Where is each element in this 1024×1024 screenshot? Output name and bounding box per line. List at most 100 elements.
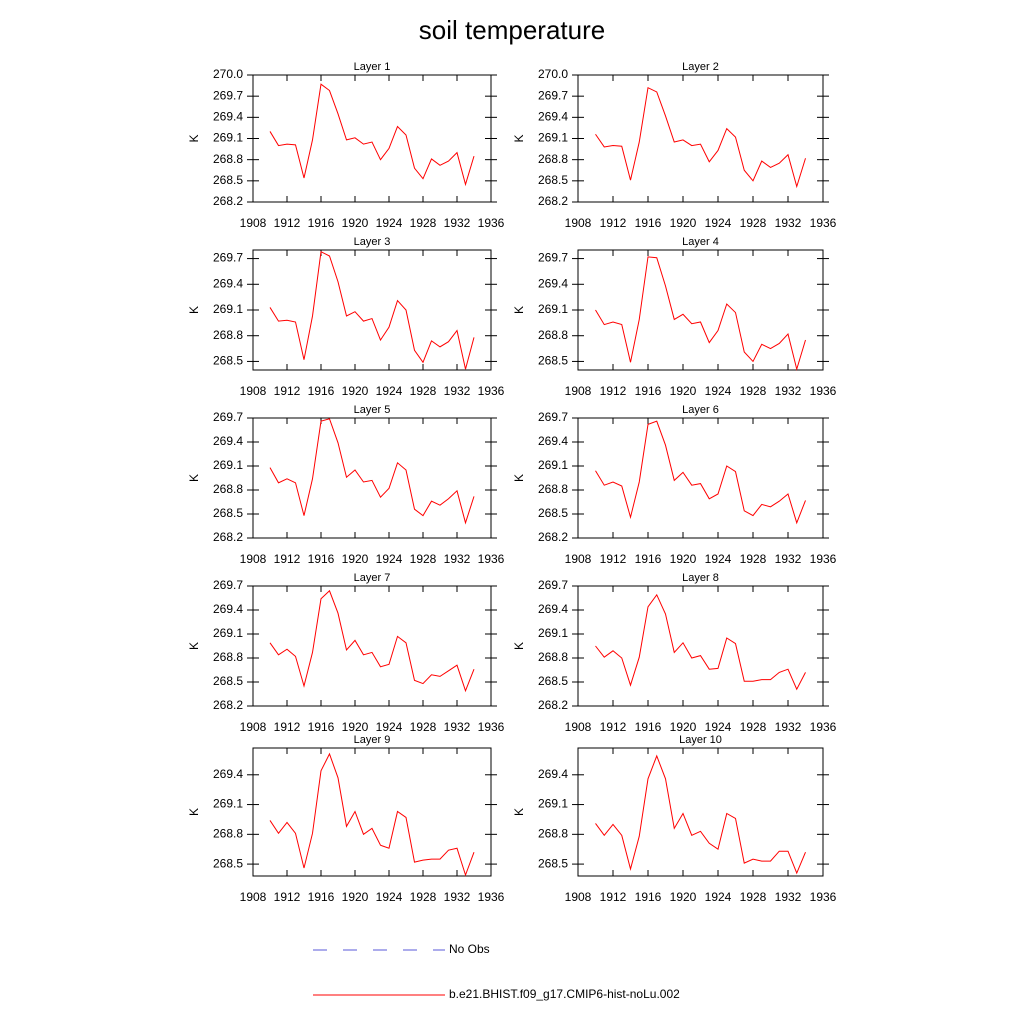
y-tick-label: 268.2	[538, 698, 568, 712]
y-tick-label: 269.7	[538, 88, 568, 102]
y-tick-label: 268.5	[213, 674, 243, 688]
x-tick-label: 1924	[376, 720, 403, 734]
y-tick-label: 269.4	[538, 110, 568, 124]
x-tick-label: 1932	[775, 552, 802, 566]
data-line	[595, 86, 806, 189]
data-line	[595, 420, 806, 525]
y-tick-label: 270.0	[538, 67, 568, 81]
x-tick-label: 1924	[705, 890, 732, 904]
y-tick-label: 268.2	[213, 698, 243, 712]
data-line	[595, 593, 806, 691]
x-tick-label: 1936	[810, 552, 837, 566]
x-tick-label: 1936	[810, 890, 837, 904]
plot-frame	[252, 585, 492, 707]
x-tick-label: 1936	[810, 216, 837, 230]
y-tick-label: 268.5	[213, 354, 243, 368]
panel-title: Layer 4	[682, 236, 719, 248]
x-tick-label: 1912	[600, 890, 627, 904]
y-axis-label: K	[187, 134, 201, 142]
y-tick-label: 269.4	[213, 276, 243, 290]
x-tick-label: 1924	[376, 552, 403, 566]
y-tick-label: 268.5	[538, 354, 568, 368]
y-tick-label: 269.4	[538, 434, 568, 448]
legend-label: b.e21.BHIST.f09_g17.CMIP6-hist-noLu.002	[449, 987, 680, 1001]
y-tick-label: 269.7	[213, 578, 243, 592]
x-tick-label: 1920	[670, 552, 697, 566]
y-tick-label: 269.4	[538, 276, 568, 290]
x-tick-label: 1916	[635, 890, 662, 904]
y-tick-label: 269.1	[538, 797, 568, 811]
y-tick-label: 269.4	[213, 602, 243, 616]
x-tick-label: 1916	[308, 384, 335, 398]
y-tick-label: 268.2	[538, 194, 568, 208]
x-tick-label: 1920	[670, 720, 697, 734]
y-tick-label: 268.2	[213, 530, 243, 544]
y-tick-label: 268.5	[213, 173, 243, 187]
y-tick-label: 268.5	[213, 856, 243, 870]
x-tick-label: 1936	[478, 552, 505, 566]
y-tick-label: 269.1	[213, 302, 243, 316]
x-tick-label: 1916	[635, 384, 662, 398]
x-tick-label: 1924	[376, 384, 403, 398]
x-tick-label: 1932	[775, 384, 802, 398]
y-tick-label: 269.4	[538, 602, 568, 616]
data-line	[595, 256, 806, 372]
y-tick-label: 269.7	[213, 88, 243, 102]
x-tick-label: 1928	[740, 216, 767, 230]
x-tick-label: 1916	[308, 552, 335, 566]
y-axis-label: K	[512, 474, 526, 482]
y-tick-label: 268.8	[538, 826, 568, 840]
y-axis-label: K	[187, 306, 201, 314]
y-tick-label: 268.5	[538, 856, 568, 870]
y-tick-label: 269.7	[538, 251, 568, 265]
plot-frame	[252, 249, 492, 371]
x-tick-label: 1916	[635, 552, 662, 566]
x-tick-label: 1916	[308, 216, 335, 230]
panel-title: Layer 3	[354, 236, 391, 248]
x-tick-label: 1908	[240, 720, 267, 734]
x-tick-label: 1936	[810, 384, 837, 398]
y-tick-label: 268.8	[538, 328, 568, 342]
x-tick-label: 1912	[274, 720, 301, 734]
x-tick-label: 1932	[444, 720, 471, 734]
data-line	[269, 418, 475, 525]
x-tick-label: 1920	[342, 890, 369, 904]
x-tick-label: 1928	[410, 552, 437, 566]
y-tick-label: 268.8	[538, 482, 568, 496]
y-tick-label: 268.2	[213, 194, 243, 208]
x-tick-label: 1932	[775, 890, 802, 904]
y-tick-label: 269.1	[538, 131, 568, 145]
plot-frame	[252, 747, 492, 877]
y-tick-label: 269.4	[538, 767, 568, 781]
x-tick-label: 1908	[565, 216, 592, 230]
x-tick-label: 1908	[565, 384, 592, 398]
y-tick-label: 268.8	[538, 650, 568, 664]
y-tick-label: 269.1	[213, 797, 243, 811]
x-tick-label: 1912	[274, 216, 301, 230]
y-tick-label: 269.4	[213, 434, 243, 448]
panel-title: Layer 2	[682, 61, 719, 73]
data-line	[269, 589, 475, 693]
panel-title: Layer 1	[354, 61, 391, 73]
y-axis-label: K	[187, 474, 201, 482]
x-tick-label: 1920	[670, 216, 697, 230]
legend-label: No Obs	[449, 942, 490, 956]
data-line	[269, 752, 475, 877]
x-tick-label: 1912	[274, 384, 301, 398]
plot-frame	[577, 249, 824, 371]
panel-title: Layer 10	[679, 734, 722, 746]
x-tick-label: 1912	[600, 216, 627, 230]
plot-frame	[577, 585, 824, 707]
x-tick-label: 1932	[775, 720, 802, 734]
x-tick-label: 1920	[670, 384, 697, 398]
y-axis-label: K	[512, 642, 526, 650]
panel-title: Layer 9	[354, 734, 391, 746]
x-tick-label: 1932	[444, 216, 471, 230]
x-tick-label: 1912	[600, 720, 627, 734]
x-tick-label: 1912	[600, 552, 627, 566]
y-tick-label: 268.5	[538, 506, 568, 520]
x-tick-label: 1936	[478, 720, 505, 734]
x-tick-label: 1928	[410, 384, 437, 398]
y-tick-label: 268.8	[213, 650, 243, 664]
